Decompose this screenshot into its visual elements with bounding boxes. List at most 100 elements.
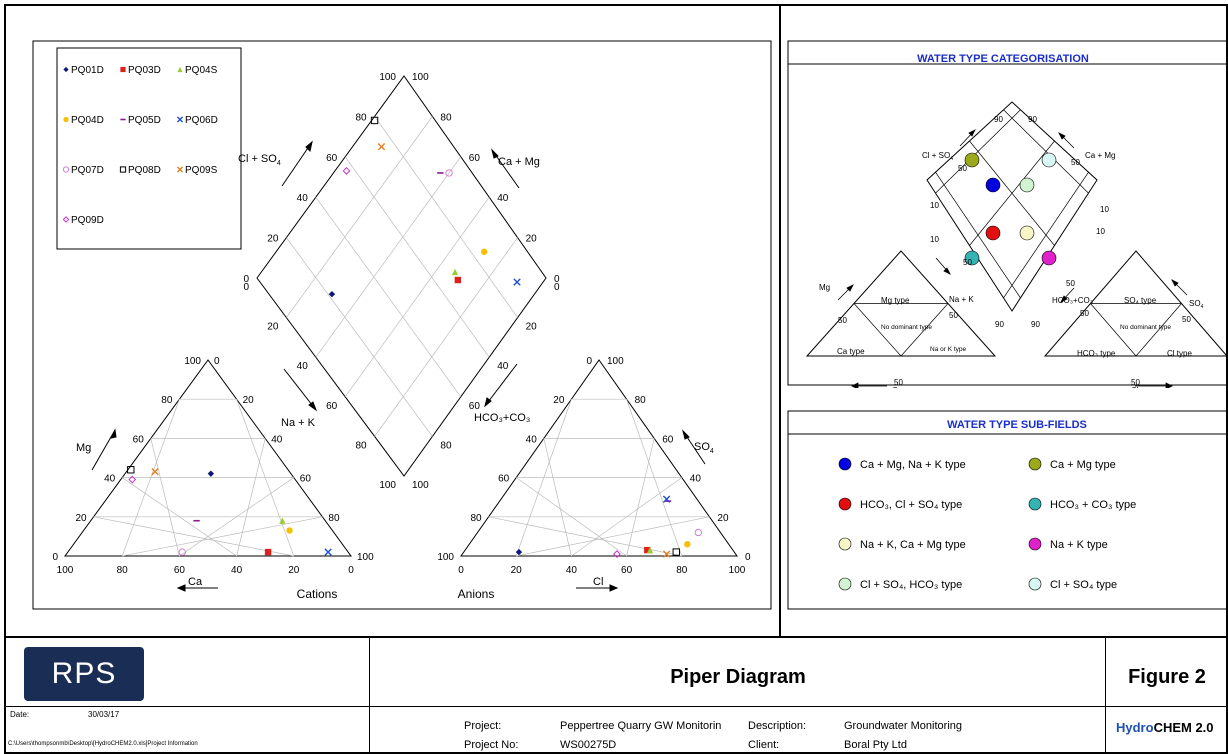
axis-label-cations: Cations xyxy=(297,587,338,601)
legend-label-pq06d: PQ06D xyxy=(185,115,218,126)
tick-ca-mg: 0 xyxy=(554,274,560,285)
tick-mg: 80 xyxy=(161,395,173,406)
subfield-swatch xyxy=(838,457,852,471)
tick-so4: 80 xyxy=(635,395,647,406)
subfield-swatch xyxy=(838,577,852,591)
subfield-swatch xyxy=(838,537,852,551)
legend-label-pq09s: PQ09S xyxy=(185,165,218,176)
tick-hco3: 100 xyxy=(437,552,454,563)
tick-cl-so4: 20 xyxy=(267,234,279,245)
categorisation-arrows xyxy=(837,129,1188,388)
tick-so4: 0 xyxy=(745,552,751,563)
tick-cl: 20 xyxy=(511,565,523,576)
cat-num-10-c: 10 xyxy=(1100,205,1109,214)
hydrochem-brand-a: Hydro xyxy=(1116,720,1154,735)
tick-mg: 20 xyxy=(75,513,87,524)
date-label: Date: xyxy=(10,710,30,719)
point-anion-pq06d xyxy=(662,495,671,503)
cat-label-ca-mg: Ca + Mg xyxy=(1085,151,1115,160)
axis-label-cl: Cl xyxy=(593,576,603,588)
cat-label-na-k: Na + K xyxy=(949,295,974,304)
tick-na-k: 100 xyxy=(357,552,374,563)
point-anion-pq03d xyxy=(644,546,651,554)
cat-label-mg: Mg xyxy=(819,283,830,292)
file-path: C:\Users\thompsonmb\Desktop\[HydroCHEM2.… xyxy=(8,741,198,747)
tick-ca: 40 xyxy=(231,565,243,576)
legend-marker-pq09s xyxy=(176,166,184,173)
tick-diamond-lower-left: 100 xyxy=(379,480,396,491)
chart-border xyxy=(32,40,772,610)
point-cation-pq09s xyxy=(151,468,159,476)
water-type-subfields-panel: WATER TYPE SUB-FIELDS Ca + Mg, Na + K ty… xyxy=(787,410,1228,610)
tick-cl-so4: 80 xyxy=(355,112,367,123)
tick-diamond-lower-right: 100 xyxy=(412,480,429,491)
categorisation-dots xyxy=(964,152,1057,266)
categorisation-labels: Mg Na + K Ca Cl SO4 Cl + SO4 Ca + Mg HCO… xyxy=(819,151,1204,388)
cat-label-na-k-type: Na or K type xyxy=(930,346,967,353)
axis-label-na-k: Na + K xyxy=(281,417,316,429)
anion-triangle-grid xyxy=(460,359,738,557)
cation-triangle-grid xyxy=(64,359,352,557)
tick-na-k: 20 xyxy=(243,395,255,406)
point-diamond-pq08d xyxy=(370,116,379,125)
legend-label-pq04s: PQ04S xyxy=(185,65,218,76)
tick-cl-so4: 60 xyxy=(326,153,338,164)
tick-so4: 100 xyxy=(607,356,624,367)
hydrochem-brand-b: CHEM 2.0 xyxy=(1153,720,1214,735)
legend-label-pq09d: PQ09D xyxy=(71,215,104,226)
cat-num-50-ca: 50 xyxy=(894,378,903,387)
tick-diamond-lower-left: 20 xyxy=(267,322,279,333)
subfield-swatch xyxy=(1028,537,1042,551)
tick-ca: 20 xyxy=(288,565,300,576)
point-anion-pq09s xyxy=(662,550,671,558)
axis-label-so4: SO4 xyxy=(694,441,714,455)
footer-divider-1 xyxy=(369,637,370,754)
tick-so4: 40 xyxy=(690,474,702,485)
cat-num-50-cl: 50 xyxy=(1066,279,1075,288)
cat-label-ca: Ca xyxy=(892,386,903,388)
tick-ca: 100 xyxy=(57,565,74,576)
diamond-grid xyxy=(256,75,547,477)
tick-ca: 60 xyxy=(174,565,186,576)
cat-label-hco3-type: HCO₃ type xyxy=(1077,349,1116,358)
cat-num-50-na: 50 xyxy=(963,258,972,267)
legend-marker-pq04d xyxy=(63,116,69,123)
cat-label-cl-so4: Cl + SO4 xyxy=(922,151,953,162)
cat-num-50-left: 50 xyxy=(838,316,847,325)
client-value: Boral Pty Ltd xyxy=(844,739,907,751)
point-cation-pq07d xyxy=(178,548,186,556)
point-anion-pq09d xyxy=(613,550,621,558)
footer-divider-h xyxy=(4,706,1228,707)
description-value: Groundwater Monitoring xyxy=(844,720,963,732)
description-label: Description: xyxy=(748,720,807,732)
legend-marker-pq04s xyxy=(177,66,183,73)
tick-na-k: 60 xyxy=(300,474,312,485)
tick-diamond-lower-right: 20 xyxy=(526,322,538,333)
tick-hco3: 80 xyxy=(470,513,482,524)
legend-label-pq04d: PQ04D xyxy=(71,115,104,126)
legend-marker-pq03d xyxy=(120,66,126,73)
data-points xyxy=(127,116,703,558)
axis-label-ca: Ca xyxy=(188,576,203,588)
point-anion-pq04d xyxy=(684,541,691,548)
subfields-title: WATER TYPE SUB-FIELDS xyxy=(947,419,1087,431)
client-label: Client: xyxy=(748,739,780,751)
cat-label-so4: SO4 xyxy=(1189,299,1204,310)
tick-ca-mg: 40 xyxy=(497,193,509,204)
point-anion-pq07d xyxy=(694,528,703,537)
cat-num-90-right: 90 xyxy=(1031,320,1040,329)
legend-marker-pq06d xyxy=(176,116,184,123)
tick-mg: 40 xyxy=(104,474,116,485)
tick-hco3: 20 xyxy=(553,395,565,406)
cat-num-90-left: 90 xyxy=(995,320,1004,329)
subfield-swatch xyxy=(1028,497,1042,511)
cat-num-50-nb: 50 xyxy=(949,311,958,320)
tick-ca-mg: 20 xyxy=(526,234,538,245)
tick-diamond-lower-left: 0 xyxy=(243,282,249,293)
tick-na-k: 0 xyxy=(214,356,220,367)
cat-label-mg-type: Mg type xyxy=(881,296,910,305)
legend-marker-pq09d xyxy=(62,216,70,223)
cat-num-90-top2: 90 xyxy=(1028,115,1037,124)
tick-ca: 0 xyxy=(348,565,354,576)
tick-ca-mg: 100 xyxy=(412,72,429,83)
